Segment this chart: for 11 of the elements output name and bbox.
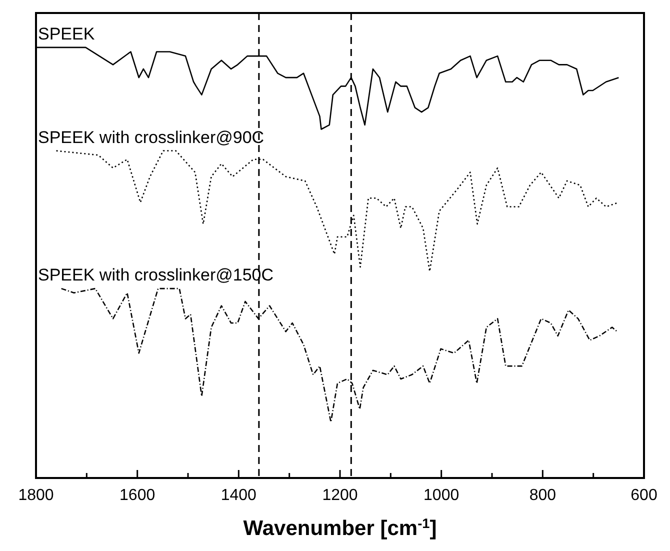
x-tick-label: 1600 xyxy=(120,487,156,504)
x-tick-label: 800 xyxy=(529,487,556,504)
series-label: SPEEK xyxy=(38,24,96,44)
x-tick-label: 1000 xyxy=(424,487,460,504)
x-tick-label: 1400 xyxy=(220,487,257,504)
x-axis-title: Wavenumber [cm$^{-1}$] xyxy=(243,516,437,540)
series-label: SPEEK with crosslinker@90C xyxy=(38,128,264,147)
x-tick-label: 1800 xyxy=(18,487,54,504)
series-label: SPEEK with crosslinker@150C xyxy=(38,266,274,285)
x-tick-label: 600 xyxy=(630,487,658,504)
x-tick-label: 1200 xyxy=(322,487,358,504)
